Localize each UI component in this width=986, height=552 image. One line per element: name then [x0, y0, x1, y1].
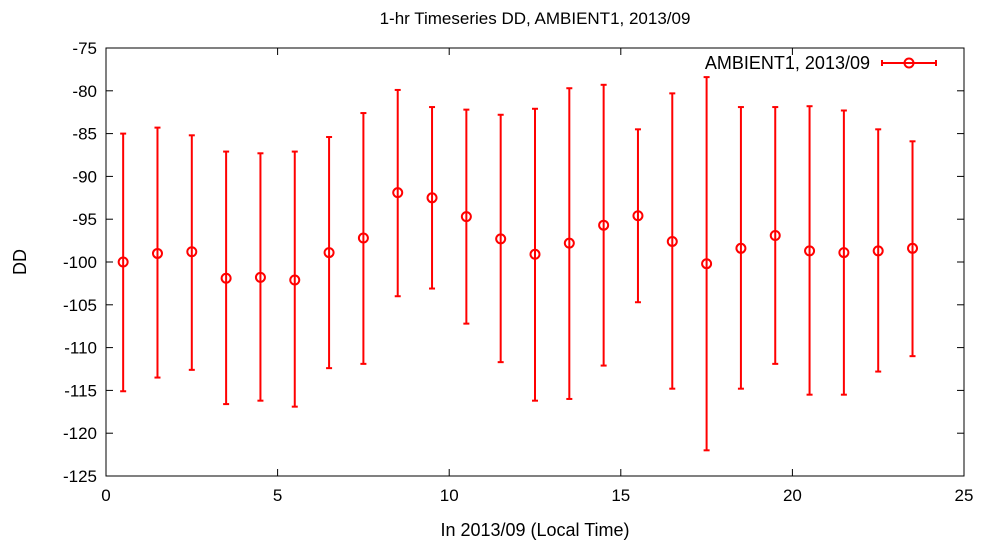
x-tick-label: 10 [440, 486, 459, 505]
legend-series-label: AMBIENT1, 2013/09 [705, 53, 870, 73]
data-point [632, 210, 644, 222]
x-tick-label: 15 [611, 486, 630, 505]
x-tick-label: 25 [955, 486, 974, 505]
data-series [117, 76, 919, 452]
data-point [220, 272, 232, 284]
x-axis-title: In 2013/09 (Local Time) [440, 520, 629, 540]
data-point [460, 211, 472, 223]
legend-marker [903, 57, 915, 69]
data-point [872, 245, 884, 257]
data-point [254, 271, 266, 283]
data-point [907, 242, 919, 254]
data-point [804, 245, 816, 257]
data-point [289, 274, 301, 286]
y-tick-label: -110 [64, 339, 97, 358]
y-tick-label: -125 [63, 467, 97, 486]
data-point [769, 229, 781, 241]
y-tick-label: -80 [72, 82, 97, 101]
x-tick-label: 5 [273, 486, 282, 505]
data-point [117, 256, 129, 268]
x-tick-label: 0 [101, 486, 110, 505]
data-point [666, 235, 678, 247]
y-tick-label: -75 [72, 39, 97, 58]
y-axis-title: DD [10, 249, 30, 275]
y-tick-label: -100 [63, 253, 97, 272]
data-point [563, 237, 575, 249]
axis-ticks: 0 5 10 15 20 25 -125 -120 -115 -110 -105 -100 -95 -90… [63, 39, 973, 505]
data-point [426, 192, 438, 204]
y-tick-label: -90 [72, 167, 97, 186]
y-tick-label: -120 [63, 424, 97, 443]
y-tick-label: -95 [72, 210, 97, 229]
data-point [735, 242, 747, 254]
data-point [529, 248, 541, 260]
data-point [357, 232, 369, 244]
legend: AMBIENT1, 2013/09 [705, 53, 937, 73]
y-tick-label: -115 [64, 381, 97, 400]
legend-series-sample [881, 57, 937, 69]
data-point [598, 219, 610, 231]
data-point [838, 247, 850, 259]
chart-title: 1-hr Timeseries DD, AMBIENT1, 2013/09 [380, 9, 691, 28]
data-point [495, 233, 507, 245]
data-point [186, 246, 198, 258]
x-tick-label: 20 [783, 486, 802, 505]
y-tick-label: -85 [72, 125, 97, 144]
data-point [701, 258, 713, 270]
y-tick-label: -105 [63, 296, 97, 315]
data-point [151, 247, 163, 259]
data-point [323, 247, 335, 259]
data-point [392, 187, 404, 199]
